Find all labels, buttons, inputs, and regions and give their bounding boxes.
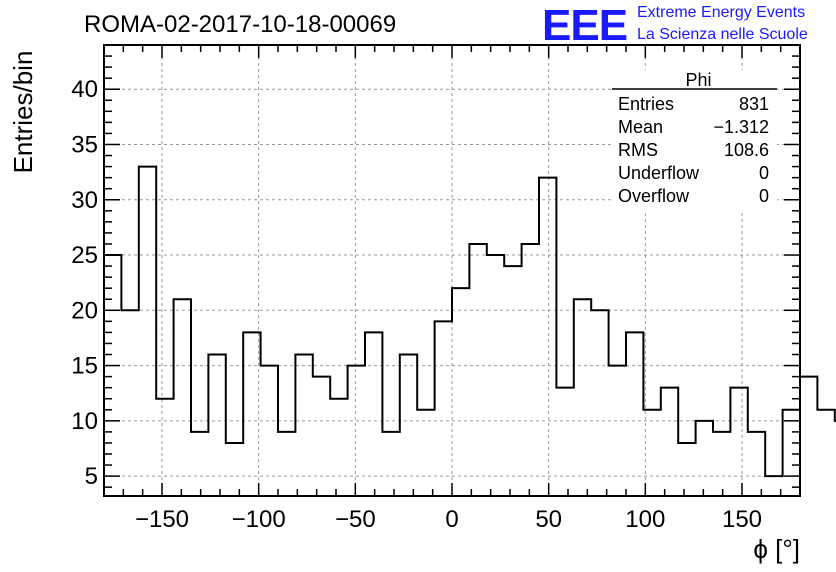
- histogram-bin: [487, 255, 504, 496]
- histogram-bin: [348, 366, 365, 496]
- histogram-bin: [365, 332, 382, 496]
- histogram-bin: [435, 321, 452, 496]
- histogram-bin: [226, 443, 243, 496]
- run-title: ROMA-02-2017-10-18-00069: [84, 11, 396, 38]
- histogram-bin: [330, 399, 347, 496]
- axis-ticks: −150 −100 −50 0 50 100 150 5 10 15 20 25 30 35 40: [71, 45, 801, 533]
- histogram-bin: [295, 355, 312, 496]
- histogram-bin: [121, 310, 138, 496]
- y-tick-label: 10: [71, 408, 98, 435]
- histogram-bin: [278, 432, 295, 496]
- stats-row-label: Underflow: [618, 163, 700, 183]
- histogram-bin: [417, 410, 434, 496]
- stats-row-label: Mean: [618, 117, 663, 137]
- histogram-bin: [156, 399, 173, 496]
- histogram-bin: [730, 388, 747, 496]
- stats-row-value: 0: [759, 163, 769, 183]
- y-tick-label: 15: [71, 353, 98, 380]
- stats-row-value: 108.6: [724, 140, 769, 160]
- histogram-bin: [139, 167, 156, 496]
- x-tick-label: 50: [535, 506, 562, 533]
- histogram-bin: [104, 255, 121, 496]
- histogram-bin: [783, 410, 800, 496]
- stats-row-label: Overflow: [618, 186, 690, 206]
- eee-logo: EEE: [542, 1, 627, 50]
- y-tick-label: 25: [71, 242, 98, 269]
- stats-title: Phi: [685, 70, 711, 90]
- x-tick-label: 100: [625, 506, 665, 533]
- histogram-bin: [678, 443, 695, 496]
- stats-row-value: 0: [759, 186, 769, 206]
- x-axis-label: ϕ [°]: [753, 534, 800, 564]
- y-tick-label: 30: [71, 187, 98, 214]
- org-name-line2: La Scienza nelle Scuole: [637, 26, 808, 43]
- histogram-bin: [208, 355, 225, 496]
- histogram-bin: [174, 299, 191, 496]
- histogram-bin: [609, 366, 626, 496]
- histogram-bin: [243, 332, 260, 496]
- x-tick-label: −150: [135, 506, 189, 533]
- histogram-bin: [713, 432, 730, 496]
- histogram-bin: [382, 432, 399, 496]
- histogram-outline: [103, 165, 836, 496]
- stats-box: Phi Entries 831 Mean −1.312 RMS 108.6 Underflo…: [612, 70, 777, 210]
- y-tick-label: 20: [71, 297, 98, 324]
- histogram-bin: [817, 410, 834, 496]
- org-name-line1: Extreme Energy Events: [637, 4, 805, 21]
- histogram-bin: [800, 377, 817, 496]
- stats-row-label: RMS: [618, 140, 658, 160]
- stats-row-value: 831: [739, 94, 769, 114]
- x-tick-label: −100: [232, 506, 286, 533]
- histogram-bin: [591, 310, 608, 496]
- histogram-bin: [626, 332, 643, 496]
- x-tick-label: 0: [445, 506, 458, 533]
- histogram-bin: [539, 178, 556, 496]
- histogram-bin: [261, 366, 278, 496]
- histogram-bin: [191, 432, 208, 496]
- y-tick-label: 35: [71, 131, 98, 158]
- histogram-bin: [313, 377, 330, 496]
- stats-rows: Entries 831 Mean −1.312 RMS 108.6 Underflow 0 Ov…: [618, 94, 769, 206]
- histogram-bin: [748, 432, 765, 496]
- stats-row-value: −1.312: [713, 117, 769, 137]
- histogram-bin: [469, 244, 486, 496]
- histogram-bin: [522, 244, 539, 496]
- histogram-bin: [452, 288, 469, 496]
- x-tick-label: 150: [722, 506, 762, 533]
- y-axis-label: Entries/bin: [8, 51, 38, 174]
- y-tick-label: 40: [71, 76, 98, 103]
- x-tick-label: −50: [335, 506, 376, 533]
- histogram-bin: [504, 266, 521, 496]
- histogram-layer: [103, 165, 836, 496]
- y-tick-label: 5: [85, 463, 98, 490]
- histogram-bin: [400, 355, 417, 496]
- stats-row-label: Entries: [618, 94, 674, 114]
- histogram-bin: [574, 299, 591, 496]
- stats-box-background: [612, 70, 777, 210]
- histogram-bin: [696, 421, 713, 496]
- histogram-bin: [556, 388, 573, 496]
- histogram-bin: [661, 388, 678, 496]
